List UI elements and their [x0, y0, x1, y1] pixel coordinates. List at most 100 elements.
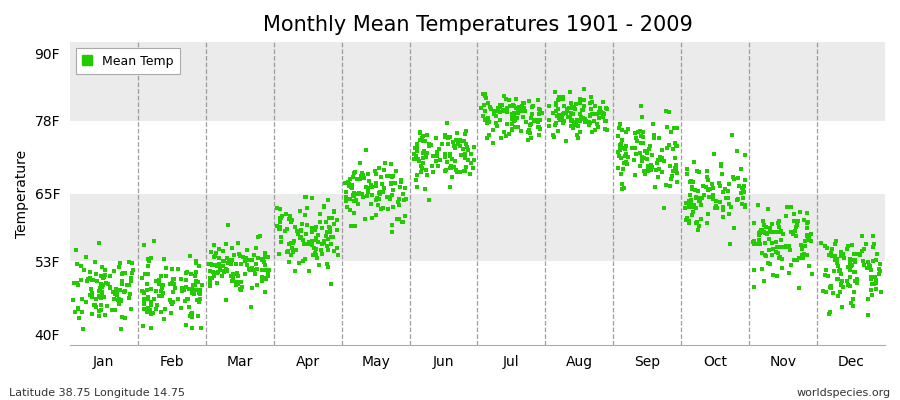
- Point: [184, 310, 199, 317]
- Point: [413, 162, 428, 169]
- Point: [824, 283, 838, 290]
- Point: [270, 223, 284, 229]
- Point: [688, 187, 702, 194]
- Point: [646, 132, 661, 138]
- Point: [796, 217, 811, 223]
- Point: [245, 265, 259, 271]
- Point: [361, 189, 375, 195]
- Point: [116, 270, 130, 276]
- Point: [154, 308, 168, 315]
- Point: [439, 166, 454, 173]
- Point: [354, 173, 368, 179]
- Point: [759, 224, 773, 231]
- Point: [784, 262, 798, 269]
- Point: [433, 157, 447, 163]
- Bar: [70, 42, 885, 53]
- Point: [716, 214, 731, 220]
- Point: [502, 103, 517, 110]
- Point: [83, 269, 97, 276]
- Point: [187, 282, 202, 288]
- Point: [517, 105, 531, 111]
- Point: [553, 117, 567, 123]
- Point: [818, 289, 832, 295]
- Point: [508, 105, 523, 111]
- Point: [550, 112, 564, 119]
- Point: [121, 282, 135, 288]
- Point: [758, 240, 772, 246]
- Point: [113, 298, 128, 304]
- Point: [771, 224, 786, 230]
- Point: [368, 168, 382, 174]
- Point: [324, 280, 338, 287]
- Point: [657, 158, 671, 164]
- Point: [723, 241, 737, 247]
- Point: [738, 152, 752, 159]
- Point: [634, 114, 649, 120]
- Point: [456, 138, 471, 144]
- Point: [564, 100, 579, 106]
- Point: [410, 172, 425, 178]
- Point: [701, 187, 716, 194]
- Point: [478, 108, 492, 114]
- Point: [791, 217, 806, 224]
- Point: [693, 198, 707, 204]
- Point: [476, 113, 491, 119]
- Point: [552, 112, 566, 118]
- Point: [245, 257, 259, 263]
- Point: [308, 250, 322, 256]
- Point: [327, 209, 341, 216]
- Point: [302, 238, 316, 245]
- Point: [368, 180, 382, 187]
- Point: [320, 242, 334, 249]
- Point: [496, 108, 510, 114]
- Point: [652, 154, 667, 160]
- Point: [548, 102, 562, 108]
- Point: [350, 191, 365, 197]
- Point: [481, 100, 495, 106]
- Point: [582, 100, 597, 106]
- Point: [215, 273, 230, 280]
- Point: [70, 281, 85, 288]
- Point: [456, 146, 471, 153]
- Point: [85, 276, 99, 283]
- Point: [183, 252, 197, 259]
- Point: [193, 296, 207, 302]
- Point: [317, 238, 331, 244]
- Point: [416, 160, 430, 166]
- Point: [207, 273, 221, 280]
- Point: [746, 266, 760, 273]
- Point: [320, 261, 334, 268]
- Point: [158, 264, 173, 271]
- Point: [567, 121, 581, 128]
- Point: [775, 264, 789, 271]
- Point: [659, 182, 673, 188]
- Point: [490, 123, 504, 129]
- Point: [866, 232, 880, 239]
- Point: [210, 263, 224, 270]
- Point: [738, 202, 752, 208]
- Point: [247, 252, 261, 258]
- Point: [873, 260, 887, 267]
- Point: [502, 97, 517, 103]
- Point: [574, 115, 589, 122]
- Point: [347, 189, 362, 196]
- Point: [843, 300, 858, 306]
- Point: [853, 252, 868, 258]
- Point: [106, 289, 121, 296]
- Point: [385, 174, 400, 181]
- Point: [682, 179, 697, 185]
- Point: [643, 143, 657, 149]
- Point: [206, 268, 220, 275]
- Point: [192, 299, 206, 305]
- Point: [85, 310, 99, 317]
- Point: [314, 247, 328, 254]
- Point: [98, 311, 112, 318]
- Point: [249, 245, 264, 251]
- Point: [395, 219, 410, 226]
- Point: [359, 184, 374, 190]
- Point: [747, 238, 761, 244]
- Point: [585, 111, 599, 117]
- Point: [345, 182, 359, 188]
- Point: [568, 106, 582, 112]
- Point: [872, 266, 886, 272]
